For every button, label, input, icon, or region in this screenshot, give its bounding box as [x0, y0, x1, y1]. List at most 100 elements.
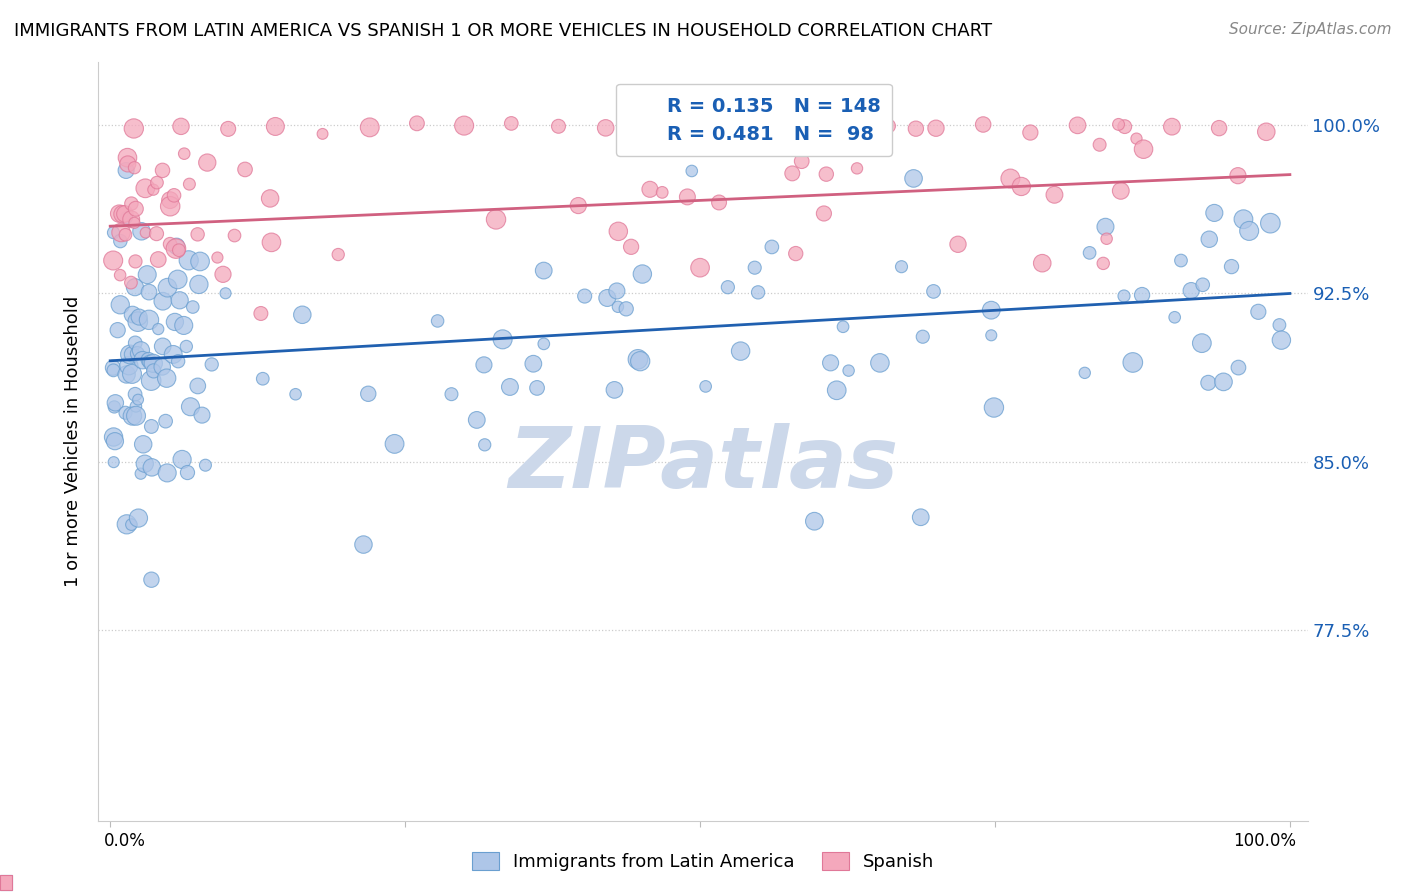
Point — [831, 134, 853, 148]
Point — [159, 199, 181, 213]
Point — [150, 359, 173, 374]
Point — [138, 352, 160, 367]
Point — [169, 293, 191, 308]
Point — [790, 154, 813, 169]
Point — [1108, 117, 1130, 131]
Point — [1088, 137, 1111, 152]
Point — [156, 466, 179, 480]
Point — [1066, 119, 1088, 133]
Point — [212, 268, 235, 282]
Point — [311, 127, 333, 141]
Point — [574, 289, 596, 303]
Point — [501, 116, 523, 130]
Point — [406, 116, 429, 130]
Point — [179, 177, 201, 191]
Point — [1247, 305, 1270, 319]
Point — [911, 329, 934, 343]
Point — [115, 368, 138, 382]
Point — [177, 253, 200, 268]
Point — [141, 419, 163, 434]
Point — [124, 280, 146, 294]
Point — [890, 260, 912, 274]
Text: 0.0%: 0.0% — [104, 832, 146, 850]
Point — [114, 207, 136, 221]
Point — [838, 363, 860, 377]
Point — [983, 401, 1005, 415]
Text: Source: ZipAtlas.com: Source: ZipAtlas.com — [1229, 22, 1392, 37]
Point — [1220, 260, 1243, 274]
Point — [747, 285, 769, 300]
Point — [165, 242, 187, 256]
Point — [353, 537, 375, 551]
Point — [167, 243, 190, 257]
Point — [187, 277, 209, 292]
Point — [825, 384, 848, 398]
Point — [115, 517, 138, 532]
Point — [474, 438, 496, 452]
Point — [108, 206, 131, 220]
Point — [813, 206, 835, 220]
Point — [127, 392, 149, 407]
Point — [163, 188, 186, 202]
Point — [499, 380, 522, 394]
Point — [707, 195, 730, 210]
Point — [803, 514, 825, 528]
Point — [156, 371, 179, 385]
Point — [115, 211, 138, 225]
Point — [1031, 256, 1053, 270]
Point — [357, 386, 380, 401]
Point — [651, 186, 673, 200]
Point — [641, 122, 664, 136]
Point — [163, 315, 186, 329]
Point — [125, 400, 148, 414]
Point — [131, 224, 153, 238]
Point — [595, 120, 617, 135]
Point — [1191, 277, 1213, 292]
Point — [1161, 120, 1184, 134]
Point — [167, 354, 190, 368]
Point — [1180, 284, 1202, 298]
Point — [121, 367, 143, 381]
Point — [533, 336, 555, 351]
Point — [972, 118, 994, 132]
Point — [607, 224, 630, 238]
Point — [567, 198, 589, 212]
Point — [980, 303, 1002, 318]
Text: IMMIGRANTS FROM LATIN AMERICA VS SPANISH 1 OR MORE VEHICLES IN HOUSEHOLD CORRELA: IMMIGRANTS FROM LATIN AMERICA VS SPANISH… — [14, 22, 993, 40]
Point — [138, 285, 160, 299]
Point — [1170, 253, 1192, 268]
Point — [118, 347, 141, 361]
Point — [1112, 289, 1135, 303]
Point — [170, 120, 193, 134]
Point — [142, 364, 165, 378]
Point — [111, 207, 134, 221]
Point — [785, 246, 807, 260]
Point — [129, 343, 152, 358]
Point — [120, 517, 142, 532]
Point — [596, 291, 619, 305]
Point — [606, 284, 628, 298]
Point — [201, 358, 224, 372]
Legend: Immigrants from Latin America, Spanish: Immigrants from Latin America, Spanish — [464, 845, 942, 879]
Point — [869, 356, 891, 370]
Point — [142, 183, 165, 197]
Point — [121, 409, 143, 423]
Point — [620, 240, 643, 254]
Point — [384, 437, 406, 451]
Point — [129, 467, 152, 481]
Point — [1198, 232, 1220, 246]
Point — [1256, 125, 1278, 139]
Point — [117, 157, 139, 171]
Point — [533, 263, 555, 277]
Point — [465, 413, 488, 427]
Point — [1130, 288, 1153, 302]
Point — [217, 121, 239, 136]
Point — [122, 121, 145, 136]
Point — [264, 120, 287, 134]
Point — [1212, 375, 1234, 389]
Point — [832, 319, 855, 334]
Point — [136, 268, 159, 282]
Point — [110, 226, 132, 240]
Point — [904, 121, 927, 136]
Point — [689, 260, 711, 275]
